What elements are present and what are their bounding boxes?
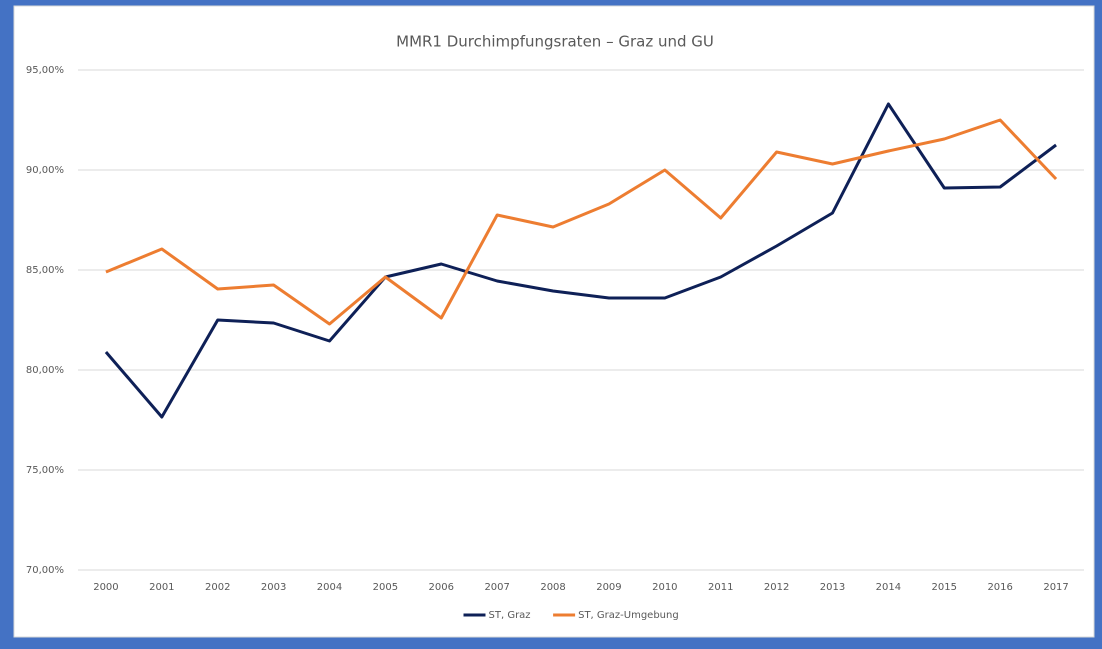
- x-tick-label: 2010: [652, 582, 677, 593]
- x-tick-label: 2012: [764, 582, 789, 593]
- x-tick-label: 2008: [540, 582, 565, 593]
- legend-label: ST, Graz-Umgebung: [578, 610, 679, 621]
- chart-area: [13, 5, 1095, 638]
- y-tick-label: 95,00%: [26, 65, 64, 76]
- x-tick-label: 2001: [149, 582, 174, 593]
- x-tick-label: 2011: [708, 582, 733, 593]
- y-tick-label: 90,00%: [26, 165, 64, 176]
- line-series: [105, 118, 1058, 326]
- chart-title: MMR1 Durchimpfungsraten – Graz und GU: [396, 33, 714, 51]
- legend-label: ST, Graz: [489, 610, 531, 621]
- x-tick-label: 2005: [373, 582, 398, 593]
- x-tick-label: 2006: [429, 582, 454, 593]
- x-tick-label: 2015: [932, 582, 957, 593]
- x-tick-label: 2017: [1043, 582, 1068, 593]
- x-tick-label: 2013: [820, 582, 845, 593]
- x-tick-label: 2007: [484, 582, 509, 593]
- line-series: [104, 102, 1057, 419]
- x-tick-label: 2014: [876, 582, 901, 593]
- x-tick-label: 2009: [596, 582, 621, 593]
- y-tick-label: 85,00%: [26, 265, 64, 276]
- x-tick-label: 2000: [93, 582, 118, 593]
- y-tick-label: 80,00%: [26, 365, 64, 376]
- x-tick-label: 2016: [987, 582, 1012, 593]
- y-tick-label: 70,00%: [26, 565, 64, 576]
- x-tick-label: 2003: [261, 582, 286, 593]
- y-tick-label: 75,00%: [26, 465, 64, 476]
- x-tick-label: 2002: [205, 582, 230, 593]
- x-tick-label: 2004: [317, 582, 342, 593]
